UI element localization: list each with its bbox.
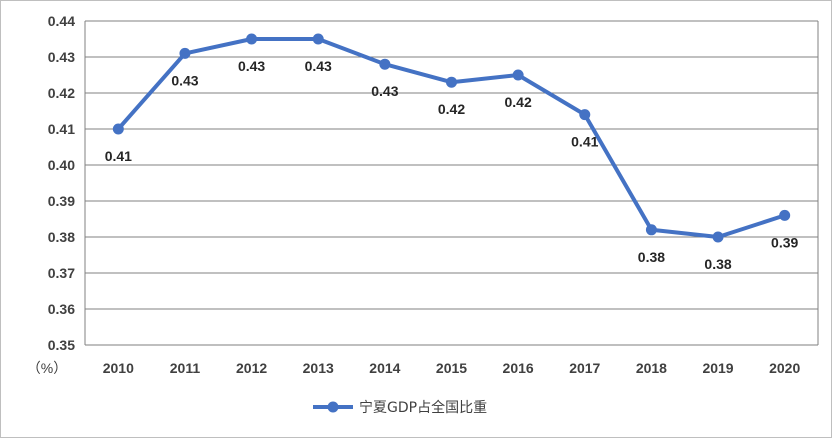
data-points xyxy=(112,33,791,243)
x-tick-label: 2020 xyxy=(769,360,800,376)
data-point xyxy=(512,69,524,81)
x-tick-label: 2019 xyxy=(702,360,733,376)
x-tick-label: 2015 xyxy=(436,360,467,376)
data-point xyxy=(312,33,324,45)
grid-lines xyxy=(84,20,819,346)
y-tick-label: 0.42 xyxy=(48,85,75,101)
data-point xyxy=(779,209,791,221)
data-label: 0.43 xyxy=(305,58,332,74)
data-point xyxy=(379,58,391,70)
y-tick-label: 0.36 xyxy=(48,301,75,317)
y-tick-label: 0.43 xyxy=(48,49,75,65)
legend: 宁夏GDP占全国比重 xyxy=(313,399,487,416)
data-label: 0.43 xyxy=(238,58,265,74)
data-label: 0.38 xyxy=(704,256,731,272)
legend-label: 宁夏GDP占全国比重 xyxy=(359,399,487,416)
data-label: 0.38 xyxy=(638,249,665,265)
data-point xyxy=(246,33,258,45)
x-tick-label: 2011 xyxy=(170,360,201,376)
y-tick-label: 0.38 xyxy=(48,229,75,245)
data-labels: 0.41 0.43 0.43 0.43 0.43 0.42 0.42 0.41 0.38 0.38… xyxy=(105,58,799,272)
y-tick-label: 0.35 xyxy=(48,337,75,353)
x-tick-label: 2010 xyxy=(103,360,134,376)
data-point xyxy=(712,231,724,243)
y-tick-label: 0.40 xyxy=(48,157,75,173)
x-tick-label: 2014 xyxy=(369,360,400,376)
data-point xyxy=(645,224,657,236)
data-label: 0.42 xyxy=(505,94,532,110)
y-tick-label: 0.39 xyxy=(48,193,75,209)
data-point xyxy=(112,123,124,135)
y-tick-label: 0.37 xyxy=(48,265,75,281)
x-tick-label: 2018 xyxy=(636,360,667,376)
y-axis-unit: （%） xyxy=(27,360,67,376)
data-label: 0.43 xyxy=(371,83,398,99)
data-label: 0.39 xyxy=(771,234,798,250)
x-tick-label: 2017 xyxy=(569,360,600,376)
watermark: 兰财税海研语 xyxy=(655,393,775,416)
data-point xyxy=(446,76,457,88)
legend-marker-icon xyxy=(327,401,339,413)
data-label: 0.41 xyxy=(105,148,132,164)
data-label: 0.41 xyxy=(571,134,598,150)
x-axis-ticks: 2010 2011 2012 2013 2014 2015 2016 2017 2018 2019… xyxy=(103,360,801,376)
data-point xyxy=(179,47,191,59)
y-axis-ticks: 0.35 0.36 0.37 0.38 0.39 0.40 0.41 0.42 0.43 0.44 xyxy=(48,13,75,353)
x-tick-label: 2016 xyxy=(503,360,534,376)
y-tick-label: 0.44 xyxy=(48,13,75,29)
x-tick-label: 2012 xyxy=(236,360,267,376)
series-line xyxy=(116,37,787,239)
data-point xyxy=(579,109,591,121)
y-tick-label: 0.41 xyxy=(48,121,75,137)
data-label: 0.43 xyxy=(171,72,198,88)
watermark-text: 兰财税海研语 xyxy=(691,397,775,413)
x-tick-label: 2013 xyxy=(303,360,334,376)
data-label: 0.42 xyxy=(438,101,465,117)
wechat-icon xyxy=(655,393,685,416)
